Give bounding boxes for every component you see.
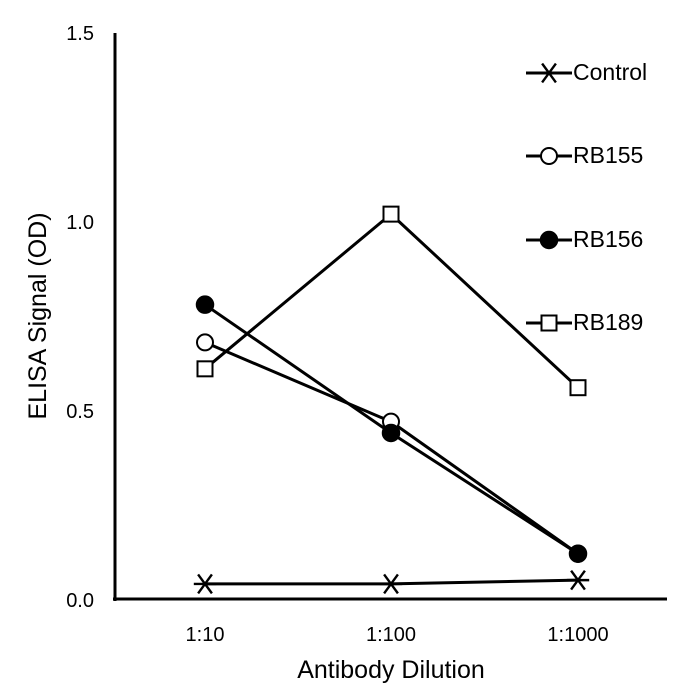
data-point-control-1 xyxy=(379,573,403,595)
legend-symbol-rb155 xyxy=(540,147,558,165)
x-axis-ticks: 1:10 1:100 1:1000 xyxy=(186,624,609,646)
x-tick-label-2: 1:1000 xyxy=(547,624,608,646)
y-tick-label-2: 1.0 xyxy=(66,212,94,234)
legend-label-control: Control xyxy=(573,59,647,85)
data-point-control-0 xyxy=(193,573,217,595)
legend-entry-control: Control xyxy=(526,59,647,85)
legend-marker-rb156 xyxy=(526,230,572,250)
legend-marker-control xyxy=(526,62,572,84)
legend-symbol-control xyxy=(537,62,561,84)
legend-symbol-rb156 xyxy=(539,230,559,250)
series-rb156 xyxy=(195,295,588,563)
legend-label-rb156: RB156 xyxy=(573,226,643,252)
series-line-rb155 xyxy=(204,341,579,555)
y-axis-ticks: 0.0 0.5 1.0 1.5 xyxy=(66,23,94,612)
legend-symbol-rb189 xyxy=(540,314,558,332)
series-rb155 xyxy=(196,333,587,563)
legend-entry-rb156: RB156 xyxy=(526,226,643,252)
y-tick-label-1: 0.5 xyxy=(66,401,94,423)
y-axis-title: ELISA Signal (OD) xyxy=(24,212,52,419)
data-point-rb189-0 xyxy=(196,360,214,378)
legend-entry-rb155: RB155 xyxy=(526,142,643,168)
legend: Control RB155 RB156 RB189 xyxy=(526,59,647,335)
data-point-rb156-0 xyxy=(195,295,215,314)
legend-entry-rb189: RB189 xyxy=(526,309,643,335)
data-point-rb155-0 xyxy=(196,333,214,352)
data-point-rb189-1 xyxy=(382,205,400,223)
x-tick-label-1: 1:100 xyxy=(366,624,416,646)
data-point-rb156-1 xyxy=(381,423,401,443)
legend-marker-rb155 xyxy=(526,147,572,165)
x-axis-title: Antibody Dilution xyxy=(297,656,485,684)
plot-area xyxy=(113,33,667,601)
data-point-control-2 xyxy=(566,569,590,591)
data-point-rb189-2 xyxy=(569,379,587,397)
legend-label-rb155: RB155 xyxy=(573,142,643,168)
legend-label-rb189: RB189 xyxy=(573,309,643,335)
y-tick-label-0: 0.0 xyxy=(66,590,94,612)
y-tick-label-3: 1.5 xyxy=(66,23,94,45)
series-control xyxy=(193,569,590,595)
data-point-rb156-2 xyxy=(568,544,588,563)
legend-marker-rb189 xyxy=(526,314,572,332)
series-layer xyxy=(193,205,590,595)
series-rb189 xyxy=(196,205,587,397)
series-line-rb189 xyxy=(204,212,580,389)
x-tick-label-0: 1:10 xyxy=(186,624,225,646)
